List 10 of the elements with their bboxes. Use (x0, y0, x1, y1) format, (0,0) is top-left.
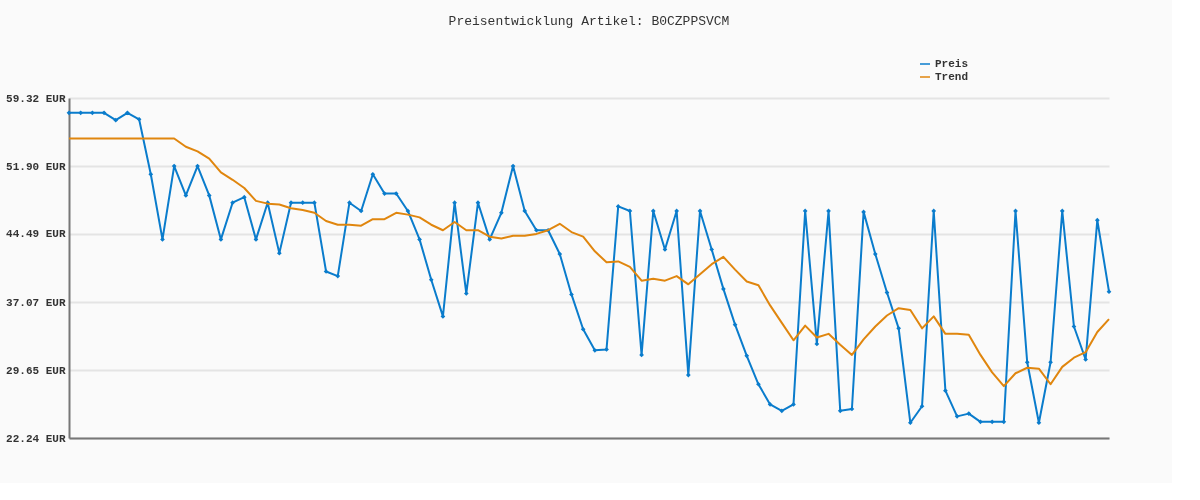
y-tick-label: 29.65 EUR (6, 364, 66, 377)
legend-label: Trend (935, 71, 969, 83)
y-tick-label: 22.24 EUR (6, 432, 66, 445)
y-tick-label: 59.32 EUR (6, 92, 66, 105)
legend-label: Preis (935, 58, 969, 70)
y-tick-label: 37.07 EUR (6, 296, 66, 309)
y-tick-label: 44.49 EUR (6, 228, 66, 241)
line-series (68, 137, 1110, 388)
chart-title: Preisentwicklung Artikel: B0CZPPSVCM (448, 14, 730, 29)
y-tick-label: 51.90 EUR (6, 160, 66, 173)
